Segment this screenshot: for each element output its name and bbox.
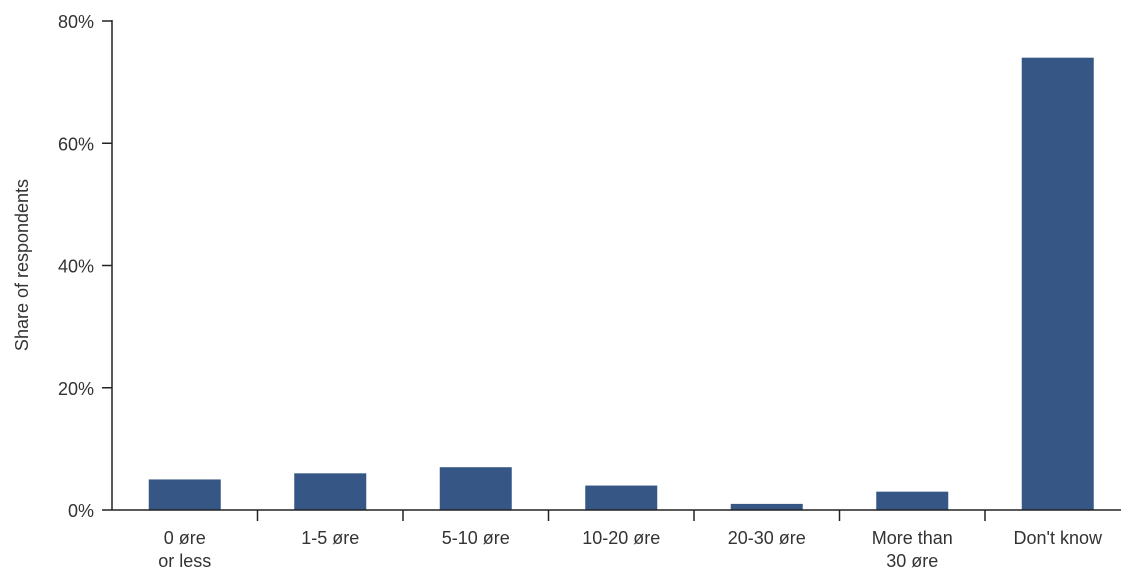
bar	[585, 485, 658, 510]
x-tick-label: 20-30 øre	[728, 528, 806, 548]
y-tick-label: 0%	[68, 501, 94, 521]
bar	[730, 503, 803, 510]
y-axis-title: Share of respondents	[12, 179, 32, 351]
y-axis: 0% 20% 40% 60% 80%	[58, 12, 113, 521]
y-tick-label: 60%	[58, 134, 94, 154]
bar	[294, 473, 367, 510]
y-tick-label: 20%	[58, 379, 94, 399]
bars	[148, 57, 1094, 511]
bar	[876, 491, 949, 510]
y-tick-label: 80%	[58, 12, 94, 32]
bar	[439, 467, 512, 510]
y-tick-label: 40%	[58, 257, 94, 277]
x-tick-label: Don't know	[1014, 528, 1103, 548]
x-tick-label: 10-20 øre	[582, 528, 660, 548]
x-tick-label: 5-10 øre	[442, 528, 510, 548]
bar	[148, 479, 221, 510]
bar	[1021, 57, 1094, 511]
x-axis: 0 øre or less 1-5 øre 5-10 øre 10-20 øre 20-3…	[112, 509, 1121, 571]
x-tick-label: More than 30 øre	[872, 528, 953, 571]
x-tick-label: 0 øre or less	[158, 528, 211, 571]
x-tick-label: 1-5 øre	[301, 528, 359, 548]
